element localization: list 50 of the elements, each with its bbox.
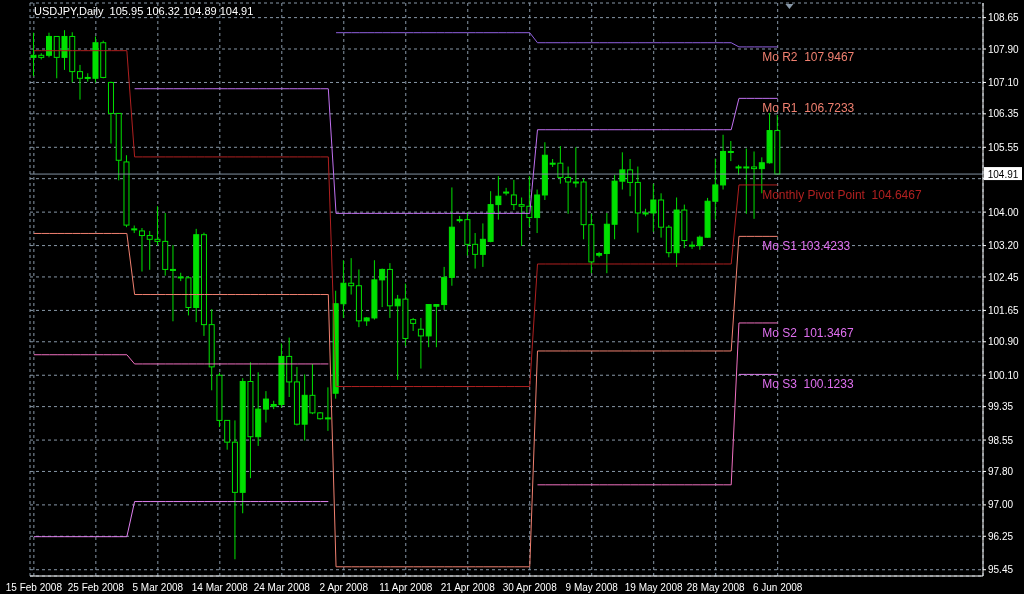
candlestick: [262, 390, 269, 423]
line-series: [33, 232, 779, 568]
y-tick-label: 95.45: [988, 564, 1014, 576]
y-tick-label: 97.00: [988, 499, 1014, 511]
y-tick-label: 104.00: [988, 206, 1020, 218]
y-tick-label: 107.10: [988, 77, 1020, 89]
annotation: Mo S1 103.4233: [762, 239, 851, 254]
y-tick-label: 100.90: [988, 336, 1020, 348]
y-tick-label: 103.20: [988, 240, 1020, 252]
annotation: Monthly Pivot Point 104.6467: [762, 187, 922, 202]
candlestick: [46, 32, 52, 58]
x-tick-label: 2 Apr 2008: [319, 582, 369, 594]
candlestick: [138, 227, 145, 273]
candlestick: [727, 140, 734, 162]
y-tick-label: 97.80: [988, 465, 1014, 477]
candlestick: [689, 240, 696, 250]
candlestick: [76, 64, 83, 101]
candlestick: [169, 244, 176, 322]
annotation: Mo S3 100.1233: [762, 377, 854, 392]
y-tick-label: 102.45: [988, 271, 1020, 283]
y-tick-label: 105.55: [988, 141, 1020, 153]
y-tick-label: 98.55: [988, 434, 1014, 446]
annotation: Mo S2 101.3467: [762, 325, 854, 340]
x-tick-label: 28 May 2008: [686, 582, 746, 594]
annotation: Mo R2 107.9467: [762, 49, 855, 64]
x-tick-label: 21 Apr 2008: [440, 582, 496, 594]
x-tick-label: 25 Feb 2008: [67, 582, 125, 594]
x-tick-label: 19 May 2008: [624, 582, 684, 594]
x-tick-label: 24 Mar 2008: [253, 582, 311, 594]
y-tick-label: 100.10: [988, 369, 1020, 381]
y-tick-label: 106.35: [988, 108, 1020, 120]
x-tick-label: 9 May 2008: [565, 582, 619, 594]
y-tick-label: 99.35: [988, 401, 1014, 413]
chart-title: USDJPY,Daily 105.95 106.32 104.89 104.91: [34, 5, 254, 17]
candlestick: [503, 187, 510, 196]
y-tick-label: 96.25: [988, 530, 1014, 542]
y-tick-label: 101.65: [988, 304, 1020, 316]
y-tick-label: 108.65: [988, 12, 1020, 24]
x-tick-label: 11 Apr 2008: [379, 582, 433, 594]
x-tick-label: 14 Mar 2008: [191, 582, 249, 594]
x-tick-label: 30 Apr 2008: [502, 582, 558, 594]
ref-line-label: 104.91: [987, 169, 1019, 181]
candlestick: [324, 386, 331, 432]
annotation: Mo R1 106.7233: [762, 101, 855, 116]
x-tick-label: 15 Feb 2008: [5, 582, 63, 594]
x-tick-label: 6 Jun 2008: [752, 582, 803, 594]
candlestick: [627, 158, 634, 197]
x-tick-label: 5 Mar 2008: [132, 582, 184, 594]
candlestick: [751, 150, 758, 220]
y-tick-label: 107.90: [988, 43, 1020, 55]
